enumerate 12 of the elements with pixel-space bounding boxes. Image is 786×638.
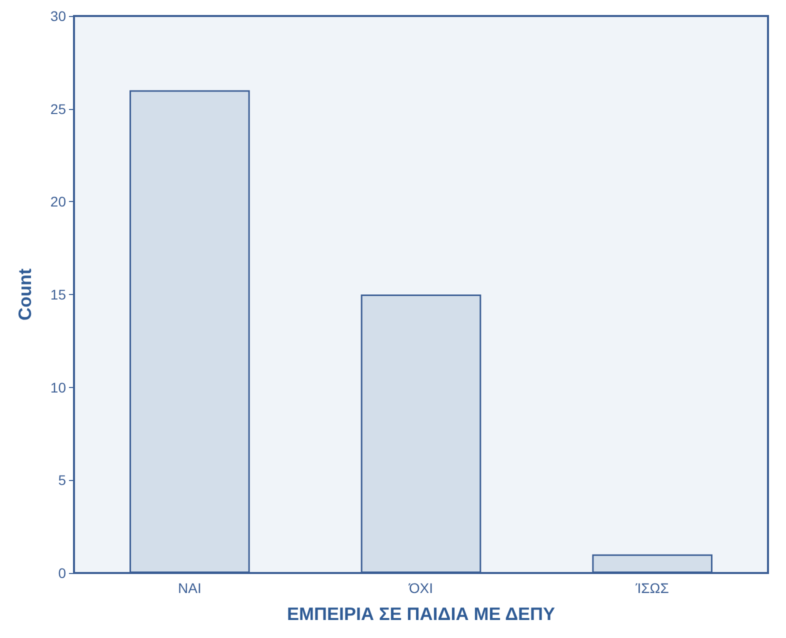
y-axis-title: Count <box>15 268 35 320</box>
x-tick-label: ΝΑΙ <box>178 580 202 596</box>
y-tick-label: 5 <box>58 472 66 488</box>
y-tick-label: 10 <box>50 379 66 396</box>
y-tick-label: 25 <box>50 100 66 117</box>
y-tick-label: 15 <box>50 286 66 302</box>
y-tick-label: 0 <box>58 565 66 581</box>
y-tick-label: 20 <box>50 194 66 210</box>
x-axis-title: ΕΜΠΕΙΡΙΑ ΣΕ ΠΑΙΔΙΑ ΜΕ ΔΕΠΥ <box>286 604 556 624</box>
x-tick-label: ΌΧΙ <box>408 580 434 596</box>
x-tick-label: ΊΣΩΣ <box>634 580 670 596</box>
y-tick-label: 30 <box>50 8 66 24</box>
